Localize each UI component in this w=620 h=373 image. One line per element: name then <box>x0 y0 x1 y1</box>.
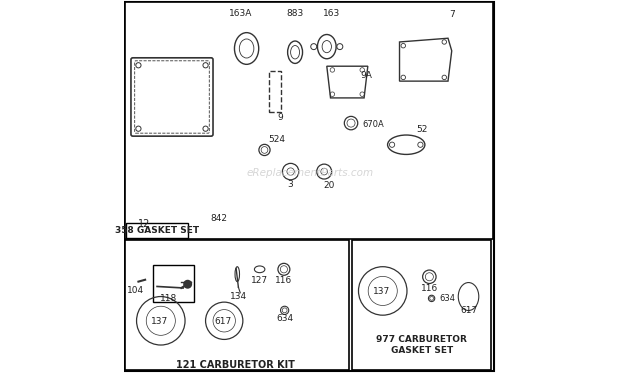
Text: 12: 12 <box>138 219 150 229</box>
Text: 670A: 670A <box>363 120 384 129</box>
Circle shape <box>183 280 192 289</box>
Text: 52: 52 <box>416 125 428 134</box>
Text: 842: 842 <box>210 214 227 223</box>
Bar <box>153 265 195 302</box>
Text: 3: 3 <box>288 180 293 189</box>
Text: 163: 163 <box>323 9 340 18</box>
Text: eReplacementParts.com: eReplacementParts.com <box>246 169 374 178</box>
Text: 9A: 9A <box>360 71 372 80</box>
Text: 121 CARBURETOR KIT: 121 CARBURETOR KIT <box>176 360 295 370</box>
Text: 127: 127 <box>251 276 268 285</box>
Text: 137: 137 <box>151 317 169 326</box>
Text: 118: 118 <box>159 294 177 303</box>
Bar <box>268 71 280 112</box>
Bar <box>352 240 491 370</box>
Text: 20: 20 <box>324 181 335 189</box>
Text: 7: 7 <box>449 10 454 19</box>
Text: 116: 116 <box>421 284 438 293</box>
Text: 104: 104 <box>127 286 144 295</box>
Text: 116: 116 <box>275 276 293 285</box>
Text: 163A: 163A <box>229 9 253 18</box>
Text: 134: 134 <box>230 292 247 301</box>
Text: 617: 617 <box>215 317 232 326</box>
Bar <box>125 240 349 370</box>
Text: 9: 9 <box>277 113 283 122</box>
Text: 883: 883 <box>286 9 304 18</box>
Text: 617: 617 <box>460 306 477 315</box>
Bar <box>125 2 493 239</box>
Text: 634: 634 <box>276 314 293 323</box>
Text: 977 CARBURETOR
GASKET SET: 977 CARBURETOR GASKET SET <box>376 335 467 355</box>
Text: 358 GASKET SET: 358 GASKET SET <box>115 226 199 235</box>
Text: 524: 524 <box>268 135 285 144</box>
Text: 137: 137 <box>373 287 391 296</box>
Text: 634: 634 <box>440 294 456 303</box>
Bar <box>126 223 188 238</box>
